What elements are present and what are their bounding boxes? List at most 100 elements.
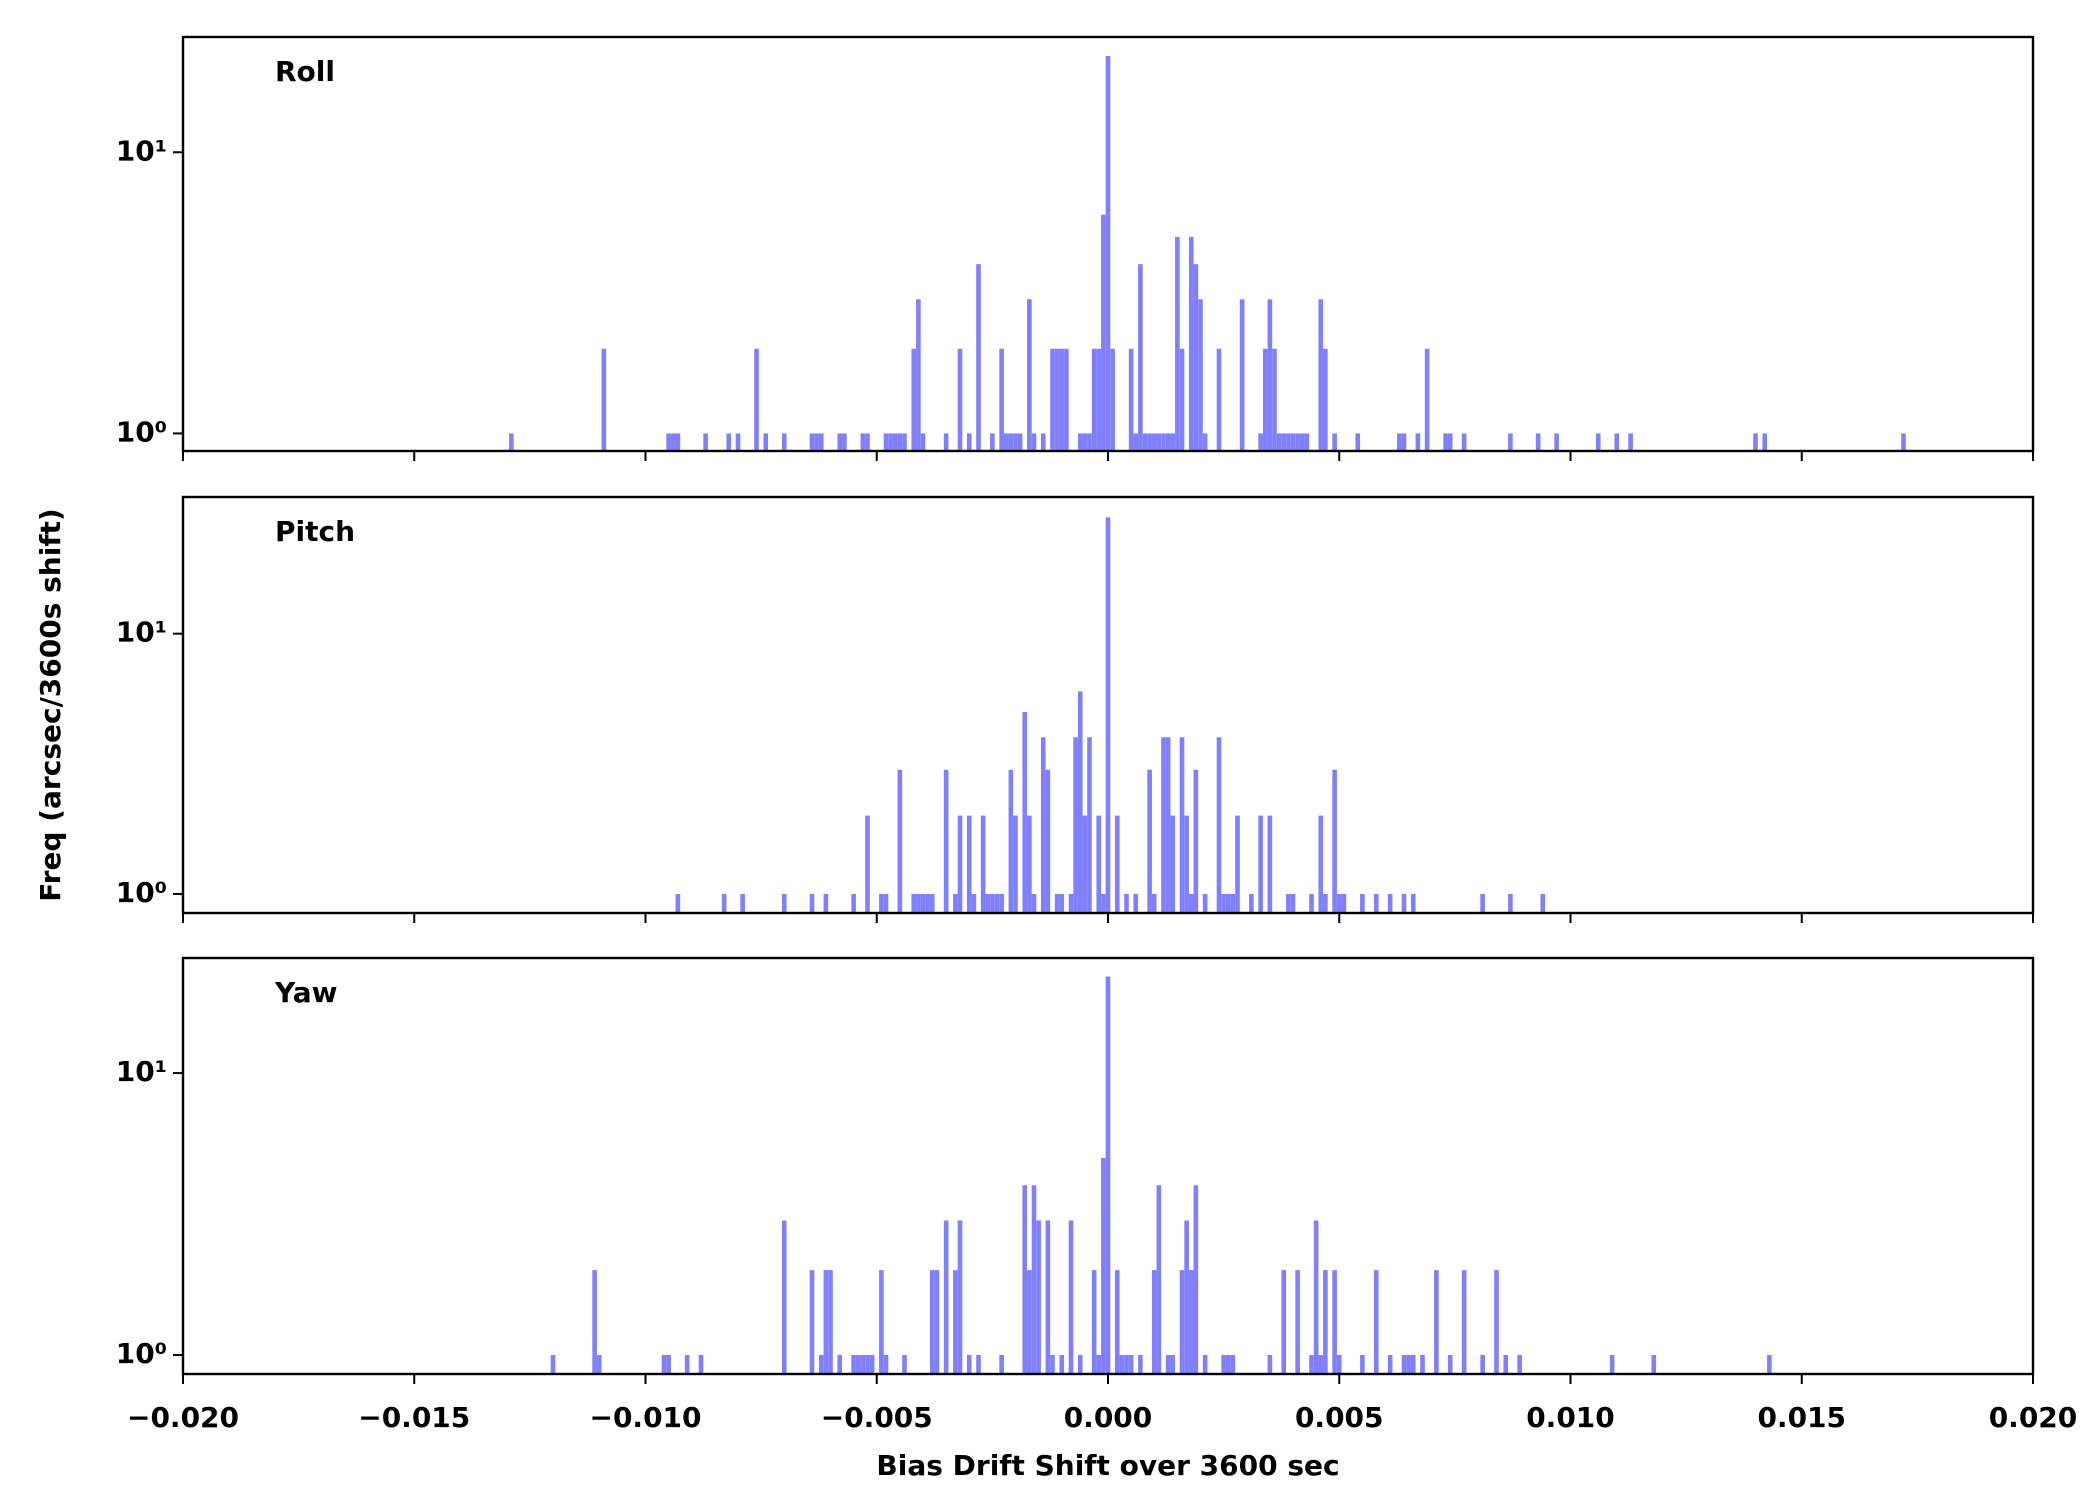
bar <box>957 348 963 451</box>
bar <box>661 1354 667 1374</box>
x-tick-label: 0.020 <box>1989 1401 2078 1434</box>
bar <box>1401 1354 1407 1374</box>
bar <box>1142 433 1148 451</box>
bar <box>721 893 727 913</box>
bar <box>1406 1354 1411 1374</box>
x-tick-label: 0.000 <box>1064 1401 1153 1434</box>
bar <box>865 1354 870 1374</box>
bar <box>1216 348 1222 451</box>
bar <box>1424 348 1430 451</box>
bar <box>1508 893 1513 913</box>
bar <box>1022 1185 1028 1374</box>
bar <box>1447 1354 1453 1374</box>
bar <box>1767 1354 1772 1374</box>
bar <box>1503 1354 1509 1374</box>
bar <box>1045 1220 1051 1374</box>
bar <box>763 433 769 451</box>
bar <box>1336 893 1342 913</box>
bar <box>1202 1354 1208 1374</box>
bar <box>1202 433 1208 451</box>
bar <box>1031 893 1037 913</box>
bar <box>892 433 898 451</box>
bar <box>1230 1354 1236 1374</box>
bar <box>1225 893 1231 913</box>
bar <box>1239 299 1245 451</box>
bar <box>1480 893 1485 913</box>
bar <box>1147 433 1152 451</box>
bar <box>1077 1354 1083 1374</box>
bar <box>1318 1354 1324 1374</box>
bar <box>1336 1354 1342 1374</box>
bar <box>1179 1270 1185 1374</box>
bar <box>1170 1354 1176 1374</box>
bar <box>1373 893 1379 913</box>
x-tick-label: 0.010 <box>1526 1401 1615 1434</box>
y-tick-label: 10¹ <box>116 134 167 167</box>
bar <box>1323 893 1328 913</box>
bar <box>1059 893 1065 913</box>
bar <box>1313 1220 1319 1374</box>
bar <box>999 1354 1004 1374</box>
bar <box>851 1354 856 1374</box>
bar <box>1138 1354 1143 1374</box>
bar <box>818 433 824 451</box>
bar <box>1517 1354 1522 1374</box>
bar <box>1535 433 1541 451</box>
bar <box>869 1354 875 1374</box>
bar <box>929 1270 935 1374</box>
bar <box>888 433 893 451</box>
bar <box>916 299 921 451</box>
bar <box>684 1354 690 1374</box>
bar <box>879 1270 884 1374</box>
bar <box>814 433 819 451</box>
bar <box>897 433 903 451</box>
bar <box>666 433 671 451</box>
bar <box>980 815 986 913</box>
bar <box>1124 1354 1129 1374</box>
bar <box>1027 815 1032 913</box>
bar <box>916 893 921 913</box>
bar <box>1119 1354 1125 1374</box>
bar <box>1410 1354 1416 1374</box>
bar <box>943 433 949 451</box>
bar <box>1161 737 1166 913</box>
bar <box>1031 1185 1037 1374</box>
bar <box>823 1270 829 1374</box>
y-tick-label: 10¹ <box>116 1055 167 1088</box>
bar <box>809 893 815 913</box>
bar <box>1494 1270 1499 1374</box>
bar <box>1110 348 1115 451</box>
bar <box>1017 433 1023 451</box>
bar <box>1054 893 1060 913</box>
bar <box>1059 348 1065 451</box>
bar <box>883 433 889 451</box>
bar <box>999 348 1004 451</box>
bar <box>966 815 972 913</box>
bar <box>809 433 815 451</box>
bar <box>1304 433 1310 451</box>
bar <box>1073 737 1078 913</box>
bar <box>1272 348 1277 451</box>
bar <box>837 1354 843 1374</box>
bar <box>999 893 1004 913</box>
bar <box>994 893 1000 913</box>
bar <box>1434 1270 1439 1374</box>
bar <box>1156 1185 1162 1374</box>
bar <box>1128 1354 1134 1374</box>
bar <box>943 1220 949 1374</box>
bar <box>1216 737 1222 913</box>
bar <box>1387 893 1393 913</box>
bar <box>740 893 745 913</box>
bar <box>1114 815 1120 913</box>
bar <box>902 1354 907 1374</box>
bar <box>1036 1220 1041 1374</box>
bar <box>1101 1157 1106 1374</box>
bar <box>1179 737 1185 913</box>
bar <box>1101 893 1106 913</box>
bar <box>1151 893 1157 913</box>
x-tick-label: −0.015 <box>358 1401 470 1434</box>
bar <box>1087 433 1092 451</box>
bar <box>1050 1354 1055 1374</box>
bar <box>860 433 866 451</box>
bar <box>1262 348 1268 451</box>
